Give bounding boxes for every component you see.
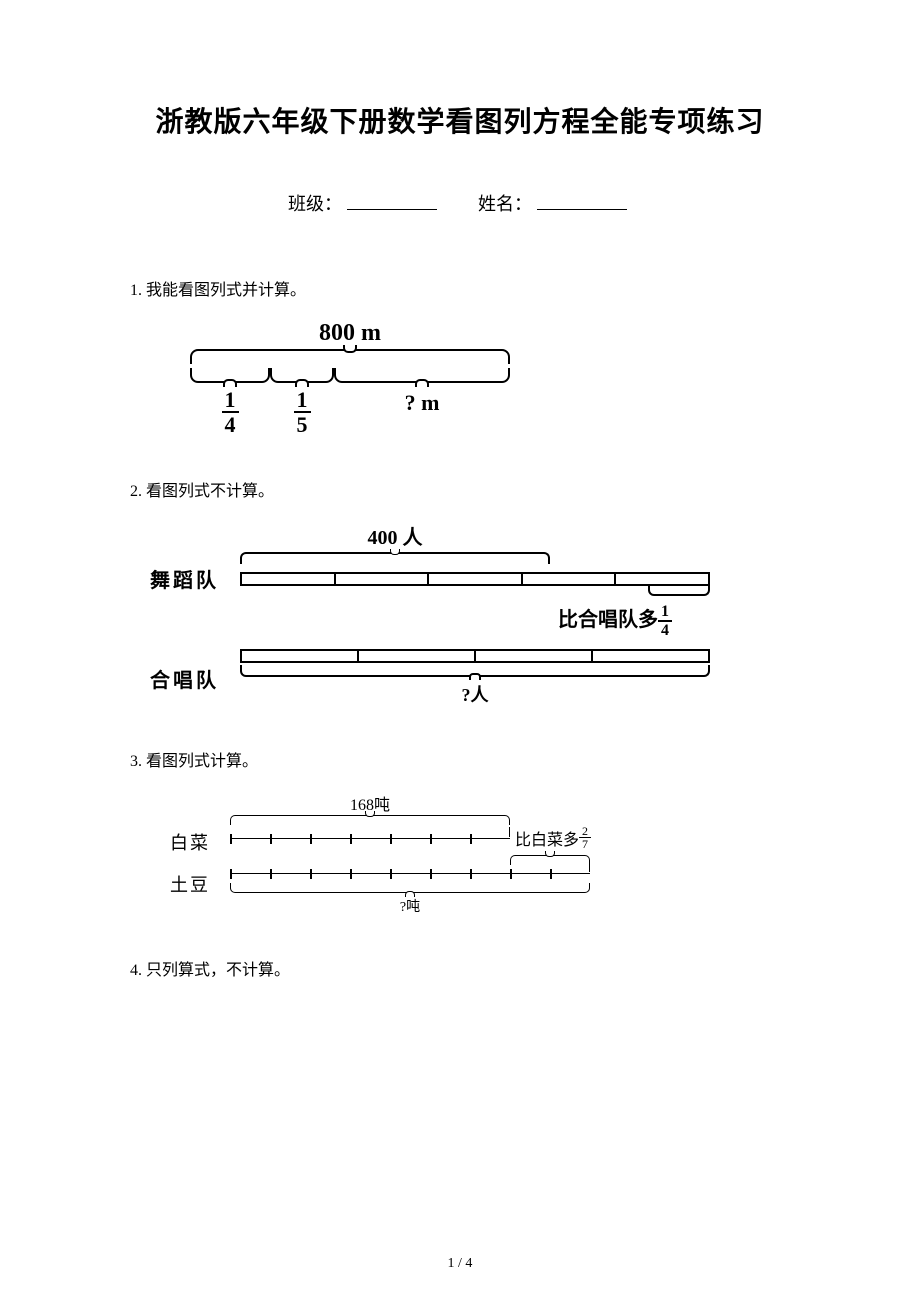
question-4: 4. 只列算式，不计算。 <box>130 956 790 980</box>
d3-potato-bar <box>230 867 590 879</box>
q2-text: 看图列式不计算。 <box>146 483 274 500</box>
d1-top-brace <box>190 349 510 364</box>
d2-top-brace <box>240 552 550 564</box>
class-label: 班级： <box>288 194 342 214</box>
d1-frac-1: 1 4 <box>222 389 239 437</box>
d3-cabbage-bar <box>230 832 510 844</box>
page-number: 1 / 4 <box>0 1256 920 1272</box>
d2-top-label: 400 人 <box>240 521 550 550</box>
student-info-row: 班级： 姓名： <box>130 190 790 216</box>
d3-cabbage-label: 白菜 <box>170 825 230 855</box>
question-2: 2. 看图列式不计算。 <box>130 477 790 501</box>
d2-choir-label: 合唱队 <box>150 664 240 693</box>
q3-number: 3. <box>130 753 142 770</box>
q1-text: 我能看图列式并计算。 <box>146 282 306 299</box>
class-blank <box>347 209 437 210</box>
d1-seg-2: 1 5 <box>270 368 334 437</box>
d3-extra-brace <box>510 855 590 865</box>
page-title: 浙教版六年级下册数学看图列方程全能专项练习 <box>130 100 790 140</box>
diagram-2: 400 人 舞蹈队 比合唱队多 1 4 合唱队 ?人 <box>150 521 790 707</box>
q4-text: 只列算式，不计算。 <box>146 962 290 979</box>
name-blank <box>537 209 627 210</box>
diagram-3: 168吨 白菜 比白菜多 2 7 土豆 ?吨 <box>150 791 790 916</box>
q3-text: 看图列式计算。 <box>146 753 258 770</box>
q2-number: 2. <box>130 483 142 500</box>
d1-unknown-label: ? m <box>405 390 440 416</box>
d2-bottom-brace <box>240 665 710 677</box>
q1-number: 1. <box>130 282 142 299</box>
d1-frac-2: 1 5 <box>294 389 311 437</box>
d2-side-text: 比合唱队多 1 4 <box>558 603 672 639</box>
diagram-1: 800 m 1 4 1 5 <box>150 320 790 437</box>
d3-bottom-brace <box>230 883 590 893</box>
d2-dance-label: 舞蹈队 <box>150 564 240 593</box>
d1-total-label: 800 m <box>190 320 510 347</box>
d2-choir-bar <box>240 649 710 663</box>
d1-seg-1: 1 4 <box>190 368 270 437</box>
q4-number: 4. <box>130 962 142 979</box>
d3-top-brace <box>230 815 510 825</box>
d2-bottom-label: ?人 <box>240 681 710 707</box>
d3-potato-label: 土豆 <box>170 867 230 897</box>
d3-side-text: 比白菜多 2 7 <box>515 825 591 851</box>
name-label: 姓名： <box>478 194 532 214</box>
d2-extra-brace <box>648 586 710 596</box>
question-1: 1. 我能看图列式并计算。 <box>130 276 790 300</box>
d3-bottom-label: ?吨 <box>230 896 590 916</box>
d2-dance-bar <box>240 572 710 586</box>
d1-seg-3: ? m <box>334 368 510 437</box>
question-3: 3. 看图列式计算。 <box>130 747 790 771</box>
